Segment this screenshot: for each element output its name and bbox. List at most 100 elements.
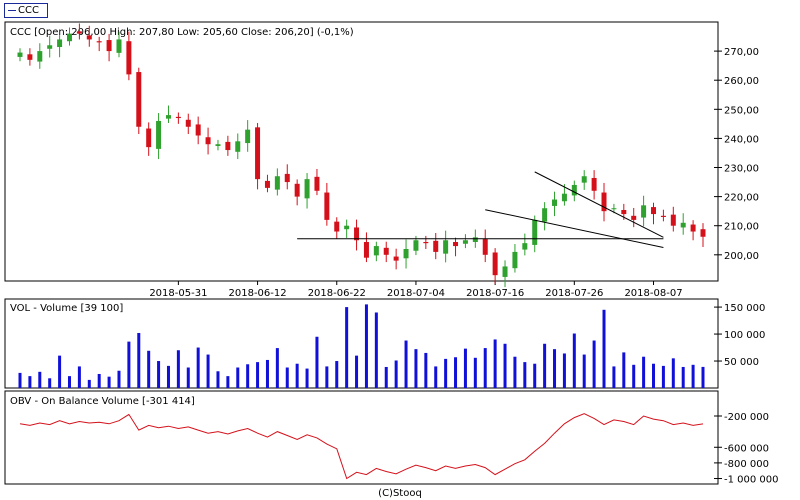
candle-body bbox=[591, 177, 597, 191]
candle-body bbox=[344, 225, 350, 230]
candle-body bbox=[393, 256, 399, 261]
volume-bar bbox=[186, 367, 190, 388]
volume-bar bbox=[97, 373, 101, 388]
volume-bar bbox=[157, 361, 161, 388]
candle-body bbox=[403, 248, 409, 259]
obv-panel-frame bbox=[4, 390, 719, 485]
volume-bar bbox=[424, 352, 428, 388]
volume-bar bbox=[553, 349, 557, 388]
candle-body bbox=[314, 176, 320, 191]
volume-bar bbox=[434, 366, 438, 388]
volume-bar bbox=[335, 361, 339, 388]
volume-bar bbox=[315, 336, 319, 388]
wedge-lower-line bbox=[485, 209, 664, 249]
price-y-tick-label: 220,00 bbox=[724, 193, 759, 204]
volume-bar bbox=[444, 358, 448, 388]
candle-body bbox=[651, 207, 657, 215]
volume-bar bbox=[523, 362, 527, 388]
obv-y-tick-label: -600 000 bbox=[724, 443, 769, 454]
volume-bar bbox=[681, 366, 685, 388]
candle-body bbox=[245, 129, 251, 144]
candle-body bbox=[492, 252, 498, 276]
volume-bar bbox=[652, 363, 656, 388]
candlestick-series bbox=[17, 23, 706, 288]
price-y-tick-label: 270,00 bbox=[724, 47, 759, 58]
candle-body bbox=[482, 239, 488, 255]
price-y-tick-label: 200,00 bbox=[724, 251, 759, 262]
volume-bar bbox=[513, 356, 517, 388]
volume-panel-title: VOL - Volume [39 100] bbox=[10, 303, 123, 314]
volume-bar bbox=[701, 366, 705, 388]
volume-bar bbox=[77, 366, 81, 388]
obv-y-axis: -200 000 -600 000 -800 000 -1 000 000 bbox=[714, 412, 779, 486]
volume-bar bbox=[582, 354, 586, 388]
volume-bar bbox=[216, 371, 220, 388]
volume-y-tick-label: 50 000 bbox=[724, 357, 759, 368]
volume-bar bbox=[226, 376, 230, 388]
candle-body bbox=[165, 115, 171, 119]
volume-bar bbox=[58, 355, 62, 388]
volume-bar bbox=[533, 363, 537, 388]
volume-bar bbox=[38, 371, 42, 388]
obv-line bbox=[19, 413, 704, 480]
price-x-tick-label: 2018-07-26 bbox=[545, 288, 603, 299]
candle-body bbox=[116, 39, 122, 53]
legend[interactable]: CCC bbox=[4, 3, 48, 18]
candle-body bbox=[660, 215, 666, 217]
volume-bar bbox=[305, 368, 309, 388]
volume-bar bbox=[127, 341, 131, 388]
candle-body bbox=[571, 184, 577, 196]
candle-body bbox=[17, 52, 23, 57]
price-y-tick-label: 210,00 bbox=[724, 222, 759, 233]
candle-body bbox=[354, 227, 360, 241]
volume-bar bbox=[355, 355, 359, 388]
candle-body bbox=[680, 222, 686, 228]
volume-bar bbox=[454, 357, 458, 388]
candle-body bbox=[601, 192, 607, 212]
candle-body bbox=[205, 137, 211, 145]
volume-bar bbox=[661, 365, 665, 388]
volume-bar bbox=[176, 350, 180, 388]
volume-y-axis: 50 000 100 000 150 000 bbox=[714, 303, 765, 368]
candle-body bbox=[37, 51, 43, 62]
candle-body bbox=[472, 237, 478, 243]
obv-y-tick-label: -1 000 000 bbox=[724, 475, 779, 486]
volume-bar-series bbox=[18, 304, 705, 388]
candle-body bbox=[522, 243, 528, 250]
candle-body bbox=[334, 221, 340, 232]
candle-body bbox=[561, 193, 567, 202]
volume-bar bbox=[107, 376, 111, 388]
price-x-tick-label: 2018-07-04 bbox=[387, 288, 445, 299]
candle-body bbox=[57, 39, 63, 48]
candle-body bbox=[136, 72, 142, 127]
candle-body bbox=[96, 41, 102, 43]
volume-bar bbox=[295, 363, 299, 388]
volume-bar bbox=[285, 367, 289, 388]
volume-bar bbox=[246, 364, 250, 388]
candle-body bbox=[274, 176, 280, 190]
volume-bar bbox=[414, 349, 418, 388]
volume-bar bbox=[612, 366, 616, 388]
candle-body bbox=[156, 120, 162, 149]
candle-body bbox=[502, 266, 508, 277]
candle-body bbox=[631, 215, 637, 220]
volume-bar bbox=[562, 353, 566, 388]
volume-bar bbox=[48, 378, 52, 388]
candle-body bbox=[581, 176, 587, 183]
volume-bar bbox=[543, 343, 547, 388]
volume-bar bbox=[622, 352, 626, 388]
candle-body bbox=[225, 141, 231, 151]
candle-body bbox=[532, 219, 538, 245]
candle-body bbox=[76, 31, 82, 34]
candle-body bbox=[383, 247, 389, 255]
volume-bar bbox=[87, 379, 91, 388]
candle-body bbox=[641, 205, 647, 218]
volume-bar bbox=[166, 365, 170, 388]
candle-body bbox=[423, 242, 429, 244]
price-y-tick-label: 240,00 bbox=[724, 134, 759, 145]
candle-body bbox=[690, 224, 696, 232]
volume-bar bbox=[463, 348, 467, 388]
price-x-tick-label: 2018-07-16 bbox=[466, 288, 524, 299]
price-x-tick-label: 2018-08-07 bbox=[624, 288, 682, 299]
